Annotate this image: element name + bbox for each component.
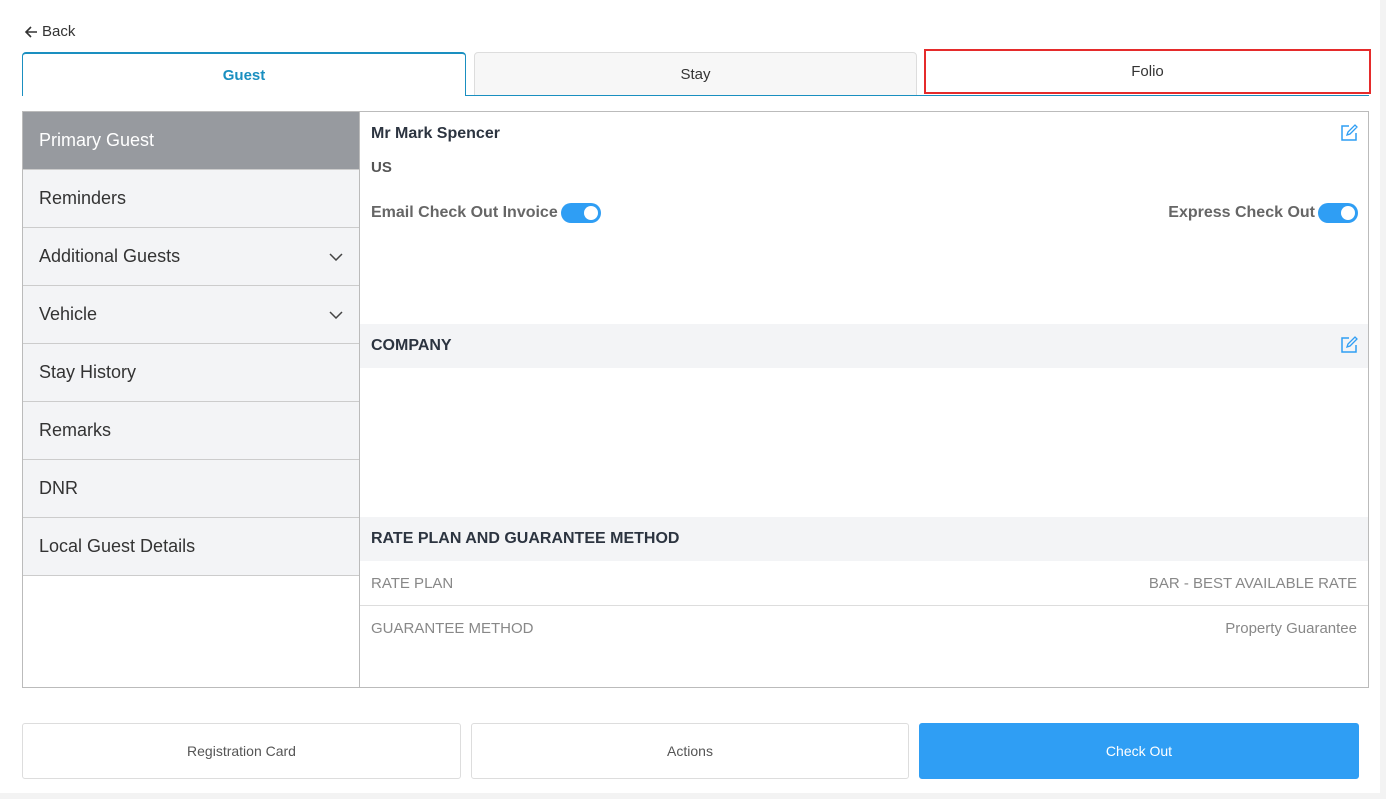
- guest-details: Mr Mark Spencer US Email Check Out Invoi…: [360, 112, 1368, 687]
- sidebar-item-label: Vehicle: [39, 304, 98, 324]
- tab-stay[interactable]: Stay: [474, 52, 917, 96]
- row-label: RATE PLAN: [371, 574, 454, 592]
- sidebar-item-label: Additional Guests: [39, 246, 181, 266]
- sidebar-item-remarks[interactable]: Remarks: [23, 402, 359, 460]
- tab-folio[interactable]: Folio: [924, 49, 1371, 94]
- express-checkout-toggle-group: Express Check Out: [1168, 203, 1358, 223]
- back-label: Back: [42, 23, 76, 40]
- tab-guest[interactable]: Guest: [22, 52, 466, 96]
- sidebar-item-vehicle[interactable]: Vehicle: [23, 286, 359, 344]
- sidebar-item-primary-guest[interactable]: Primary Guest: [23, 112, 359, 170]
- registration-card-button[interactable]: Registration Card: [22, 723, 461, 779]
- row-value: Property Guarantee: [1225, 620, 1357, 637]
- guarantee-method-row: GUARANTEE METHOD Property Guarantee: [360, 606, 1368, 651]
- express-checkout-toggle[interactable]: [1318, 203, 1358, 223]
- sidebar-item-stay-history[interactable]: Stay History: [23, 344, 359, 402]
- guest-country: US: [371, 159, 392, 176]
- sidebar-item-local-guest-details[interactable]: Local Guest Details: [23, 518, 359, 576]
- email-invoice-label: Email Check Out Invoice: [371, 204, 558, 221]
- actions-button[interactable]: Actions: [471, 723, 909, 779]
- guest-panel: Primary Guest Reminders Additional Guest…: [22, 111, 1369, 688]
- rate-plan-title: RATE PLAN AND GUARANTEE METHOD: [371, 530, 680, 547]
- sidebar-item-label: Local Guest Details: [39, 536, 196, 556]
- sidebar-item-label: Remarks: [39, 420, 112, 440]
- rate-plan-header: RATE PLAN AND GUARANTEE METHOD: [360, 517, 1368, 561]
- chevron-down-icon: [329, 310, 343, 319]
- scroll-edge: [1380, 0, 1386, 799]
- chevron-down-icon: [329, 252, 343, 261]
- email-invoice-toggle-group: Email Check Out Invoice: [371, 203, 601, 223]
- row-value: BAR - BEST AVAILABLE RATE: [1148, 574, 1357, 592]
- company-title: COMPANY: [371, 337, 452, 354]
- check-out-button[interactable]: Check Out: [919, 723, 1359, 779]
- express-checkout-label: Express Check Out: [1168, 204, 1315, 221]
- company-header: COMPANY: [360, 324, 1368, 368]
- guest-name: Mr Mark Spencer: [371, 125, 500, 142]
- sidebar-item-label: Reminders: [39, 188, 127, 208]
- sidebar-item-additional-guests[interactable]: Additional Guests: [23, 228, 359, 286]
- sidebar-item-dnr[interactable]: DNR: [23, 460, 359, 518]
- sidebar-item-label: Stay History: [39, 362, 137, 382]
- sidebar-item-reminders[interactable]: Reminders: [23, 170, 359, 228]
- arrow-left-icon: [24, 25, 37, 38]
- sidebar-item-label: DNR: [39, 478, 78, 498]
- sidebar-item-label: Primary Guest: [39, 130, 155, 150]
- row-label: GUARANTEE METHOD: [371, 620, 534, 637]
- edit-icon[interactable]: [1340, 124, 1358, 142]
- tab-divider: [466, 95, 1369, 96]
- back-button[interactable]: Back: [24, 23, 75, 40]
- bottom-edge: [0, 793, 1386, 799]
- sidebar: Primary Guest Reminders Additional Guest…: [23, 112, 360, 687]
- email-invoice-toggle[interactable]: [560, 203, 601, 223]
- edit-icon[interactable]: [1340, 336, 1358, 354]
- rate-plan-row: RATE PLAN BAR - BEST AVAILABLE RATE: [360, 561, 1368, 606]
